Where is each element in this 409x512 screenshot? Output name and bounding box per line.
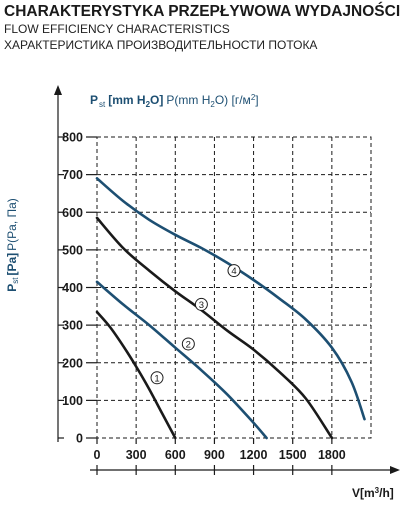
series-marker-4 <box>227 264 241 278</box>
y-tick-label: 500 <box>62 243 83 257</box>
y-tick-label: 800 <box>62 131 83 145</box>
x-axis-label: V[m3/h] <box>352 486 394 500</box>
x-axis-arrowhead <box>390 466 400 474</box>
series-line-3 <box>95 216 334 440</box>
y-tick-label: 100 <box>62 394 83 408</box>
top-label-unit-a-sub: 2 <box>146 100 151 109</box>
top-label-sub: st <box>99 100 106 109</box>
series-label-3: 3 <box>199 300 204 311</box>
top-label-p: P <box>90 93 98 107</box>
top-label-rest-sup: 2 <box>251 93 256 102</box>
series-label-4: 4 <box>231 266 236 277</box>
y-axis-label-sub: st <box>11 277 20 284</box>
y-axis-label-unit: [Pa] <box>5 253 19 276</box>
x-tick-label: 0 <box>94 448 101 462</box>
series-marker-3 <box>194 297 208 311</box>
y-tick-label: 200 <box>62 356 83 370</box>
chart-subtitle-en: FLOW EFFICIENCY CHARACTERISTICS <box>4 22 230 36</box>
top-label-rest-end: ] <box>255 93 258 107</box>
y-tick-label: 600 <box>62 206 83 220</box>
top-label-rest-a-sub: 2 <box>210 100 215 109</box>
y-axis-label-top: Pst [mm H2O] P(mm H2O) [г/м2] <box>90 93 259 109</box>
top-label-rest-a: P(mm H <box>166 93 210 107</box>
x-tick-label: 300 <box>126 448 147 462</box>
series-label-1: 1 <box>154 373 159 384</box>
top-label-rest-a-end: O) [г/м <box>215 93 251 107</box>
y-tick-label: 700 <box>62 168 83 182</box>
x-tick-label: 600 <box>165 448 186 462</box>
y-tick-label: 0 <box>76 432 83 446</box>
y-axis-label-p: P <box>5 284 19 292</box>
chart-title: CHARAKTERYSTYKA PRZEPŁYWOWA WYDAJNOŚCI <box>4 3 401 20</box>
x-tick-label: 1200 <box>240 448 268 462</box>
series-line-4 <box>95 177 366 421</box>
series-marker-1 <box>150 371 164 385</box>
y-axis-arrowhead <box>54 85 62 95</box>
series-marker-2 <box>181 337 195 351</box>
x-axis-label-main: V[m <box>352 486 375 500</box>
series-line-2 <box>95 280 268 440</box>
x-axis-label-sup: 3 <box>375 486 380 495</box>
series-line-1 <box>95 310 177 440</box>
chart-subtitle-ru: ХАРАКТЕРИСТИКА ПРОИЗВОДИТЕЛЬНОСТИ ПОТОКА <box>4 38 318 52</box>
x-tick-label: 1500 <box>279 448 307 462</box>
y-axis-label-left: Pst[Pa] P(Pa, Па) <box>5 198 20 292</box>
series-label-2: 2 <box>186 339 191 350</box>
x-tick-label: 900 <box>204 448 225 462</box>
y-tick-label: 300 <box>62 319 83 333</box>
y-axis-label-rest: P(Pa, Па) <box>5 198 19 251</box>
plot-frame <box>96 136 372 439</box>
top-label-unit-a-end: O] <box>150 93 163 107</box>
x-tick-label: 1800 <box>318 448 346 462</box>
y-tick-label: 400 <box>62 281 83 295</box>
top-label-unit-a: [mm H <box>108 93 145 107</box>
x-axis-label-end: /h] <box>379 486 394 500</box>
